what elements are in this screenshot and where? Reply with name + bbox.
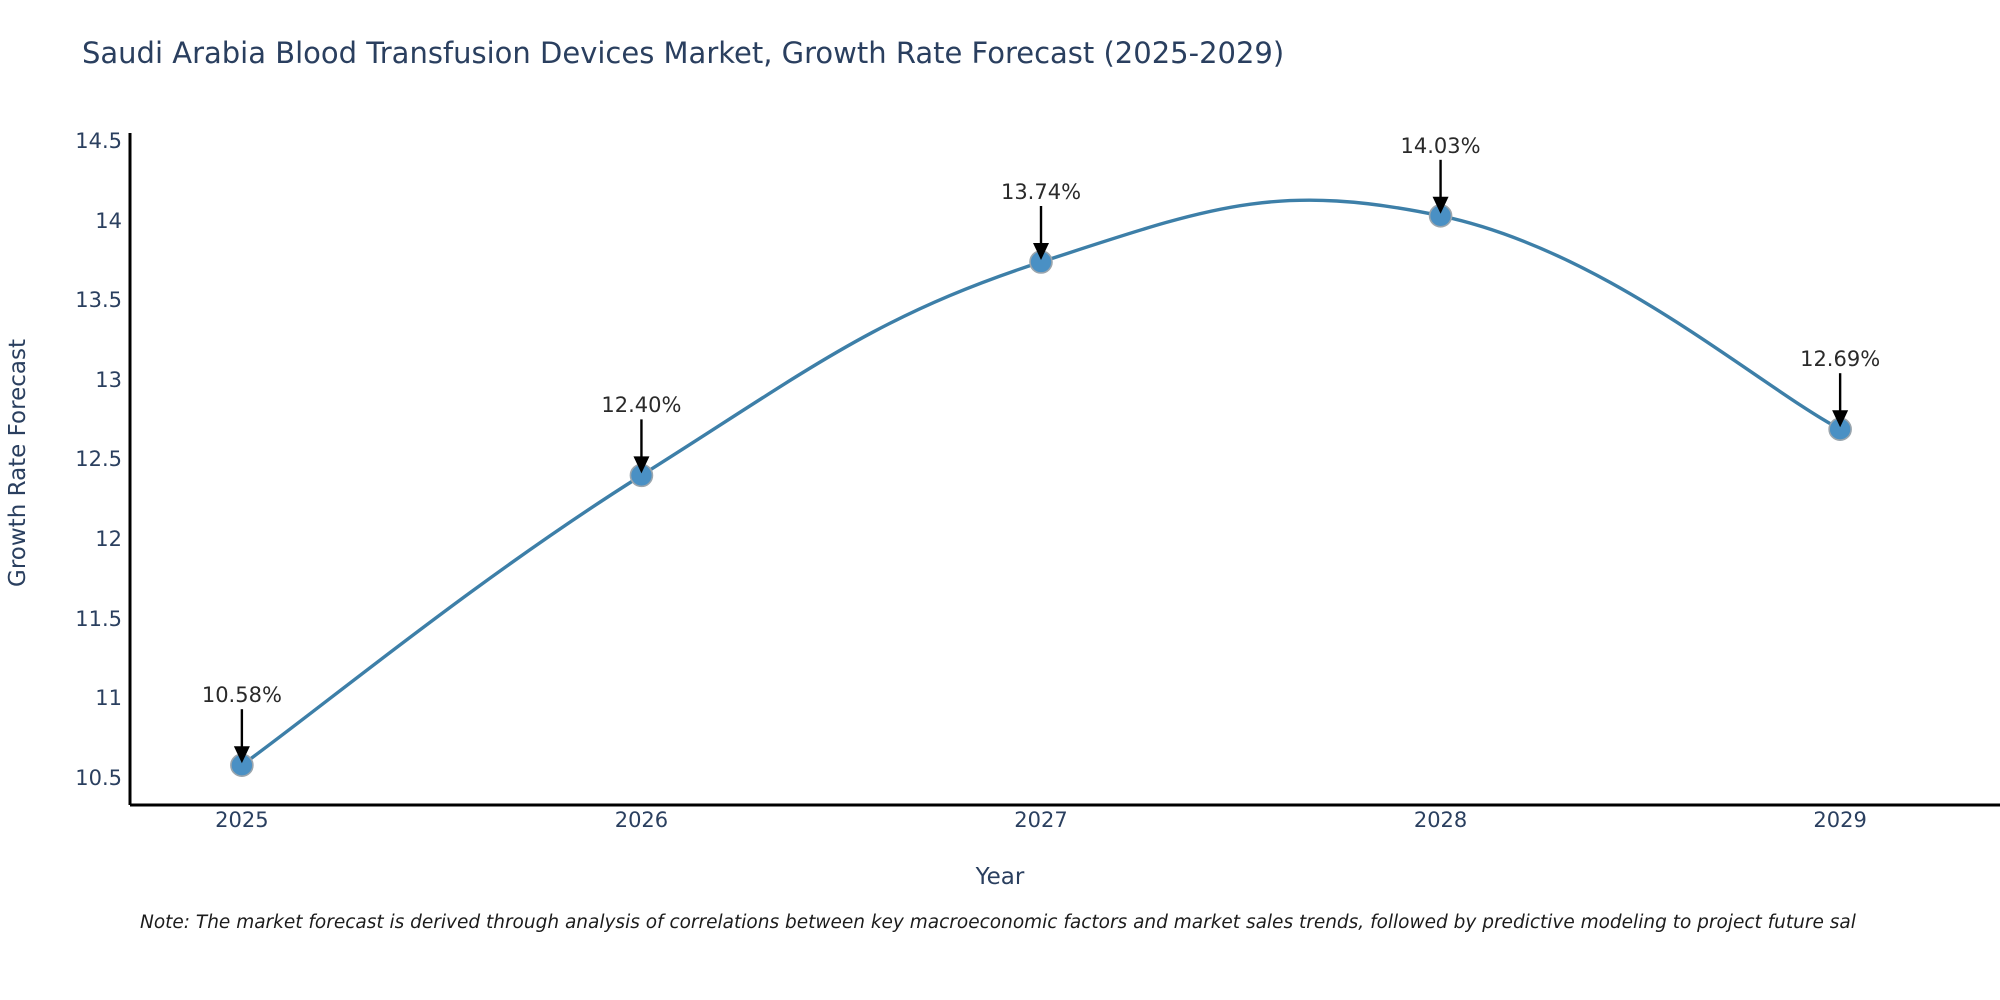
annotation-arrow-head [1432,196,1449,214]
chart-title: Saudi Arabia Blood Transfusion Devices M… [82,36,1285,70]
data-point-label: 12.40% [601,393,682,418]
x-tick-label: 2029 [1813,808,1867,832]
y-tick-label: 12 [95,527,122,552]
y-tick-label: 13 [95,367,122,392]
x-tick-label: 2027 [1014,808,1068,832]
data-point-label: 14.03% [1400,133,1481,158]
y-tick-label: 12.5 [75,447,122,472]
data-point-markers [230,204,1852,777]
y-tick-label: 10.5 [75,765,122,790]
y-tick-label: 11.5 [75,606,122,631]
data-point-label: 12.69% [1800,347,1881,372]
y-tick-label: 11 [95,686,122,711]
x-tick-label: 2026 [614,808,669,832]
y-tick-label: 13.5 [75,288,122,313]
data-point-label: 13.74% [1000,179,1082,204]
x-axis-title: Year [975,864,1025,890]
annotation-arrow-head [633,456,650,474]
footnote-text: Note: The market forecast is derived thr… [140,912,1856,933]
annotation-arrow-head [1033,242,1050,260]
data-point-label: 10.58% [201,683,282,708]
y-tick-label: 14 [95,208,122,233]
data-line-series [240,198,1842,767]
x-tick-label: 2025 [215,808,269,832]
annotation-arrow-head [1832,410,1849,428]
annotation-arrow-head [233,746,250,764]
annotation-arrows [233,159,1849,764]
x-tick-label: 2028 [1413,808,1468,832]
y-tick-label: 14.5 [75,128,122,153]
